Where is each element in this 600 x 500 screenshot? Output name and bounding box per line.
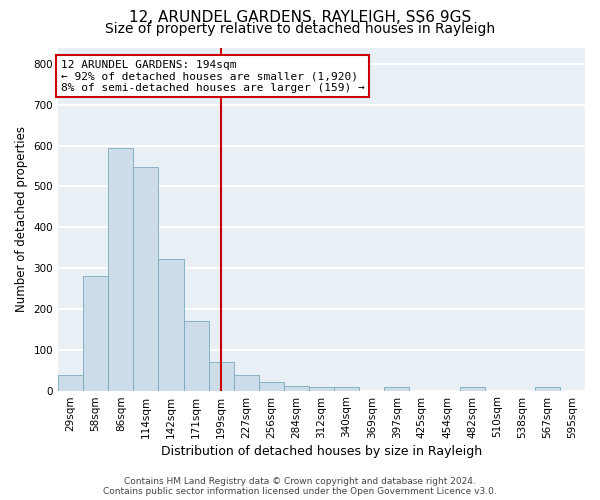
Y-axis label: Number of detached properties: Number of detached properties [15,126,28,312]
Bar [259,382,284,390]
Bar [209,362,233,390]
Bar [384,388,409,390]
Text: Size of property relative to detached houses in Rayleigh: Size of property relative to detached ho… [105,22,495,36]
Bar [309,388,334,390]
Bar [535,388,560,390]
X-axis label: Distribution of detached houses by size in Rayleigh: Distribution of detached houses by size … [161,444,482,458]
Text: 12, ARUNDEL GARDENS, RAYLEIGH, SS6 9GS: 12, ARUNDEL GARDENS, RAYLEIGH, SS6 9GS [129,10,471,25]
Bar [460,388,485,390]
Bar [184,321,209,390]
Bar [83,276,108,390]
Bar [58,375,83,390]
Bar [158,259,184,390]
Text: Contains HM Land Registry data © Crown copyright and database right 2024.
Contai: Contains HM Land Registry data © Crown c… [103,476,497,496]
Text: 12 ARUNDEL GARDENS: 194sqm
← 92% of detached houses are smaller (1,920)
8% of se: 12 ARUNDEL GARDENS: 194sqm ← 92% of deta… [61,60,364,93]
Bar [334,388,359,390]
Bar [284,386,309,390]
Bar [133,167,158,390]
Bar [233,375,259,390]
Bar [108,148,133,390]
